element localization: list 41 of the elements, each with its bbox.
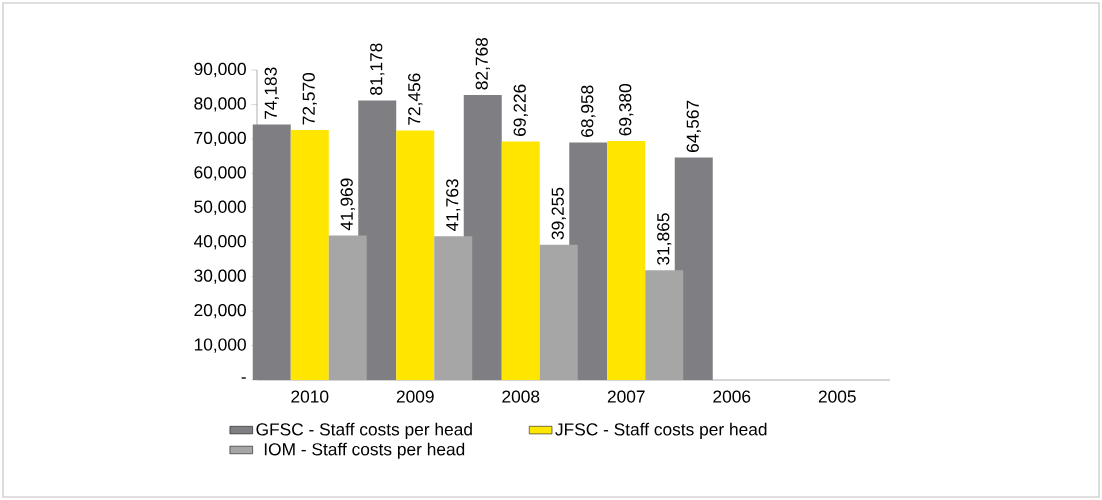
data-label: 68,958 [581,85,596,137]
x-tick-label: 2008 [502,390,540,403]
bar [645,270,684,380]
y-tick-label: 70,000 [194,131,246,147]
bar [501,141,540,380]
y-tick-label: 40,000 [193,235,246,250]
bar [539,244,578,380]
bar [396,130,435,380]
data-label: 64,567 [686,100,701,153]
legend-label: IOM - Staff costs per head [264,442,465,459]
legend-label: JFSC - Staff costs per head [555,422,767,439]
y-tick-label: 10,000 [194,338,246,353]
bar [607,141,646,380]
data-label: 82,768 [475,37,490,90]
y-tick-label: - [241,377,246,379]
data-label: 39,255 [551,187,566,240]
x-tick-label: 2007 [607,390,645,403]
bar [328,235,367,380]
y-tick-label: 80,000 [194,97,246,112]
x-tick-label: 2009 [396,390,434,403]
x-tick-label: 2010 [291,390,329,403]
bar [290,130,329,380]
data-label: 72,570 [302,72,317,125]
y-tick-label: 60,000 [194,166,246,181]
x-tick-label: 2006 [713,390,751,403]
data-label: 69,226 [513,84,528,136]
y-tick-label: 30,000 [194,269,246,284]
data-label: 69,380 [619,83,634,136]
y-tick-label: 20,000 [194,303,246,319]
legend-label: GFSC - Staff costs per head [256,422,472,439]
data-label: 74,183 [264,67,279,119]
y-tick-label: 50,000 [194,200,246,215]
data-label: 72,456 [408,73,423,125]
y-tick-label: 90,000 [194,62,246,78]
data-label: 81,178 [370,43,385,95]
data-label: 41,763 [446,179,461,232]
bar [434,236,473,380]
bar [252,124,291,380]
data-label: 41,969 [340,178,355,231]
data-label: 31,865 [657,213,672,265]
x-tick-label: 2005 [818,390,856,403]
